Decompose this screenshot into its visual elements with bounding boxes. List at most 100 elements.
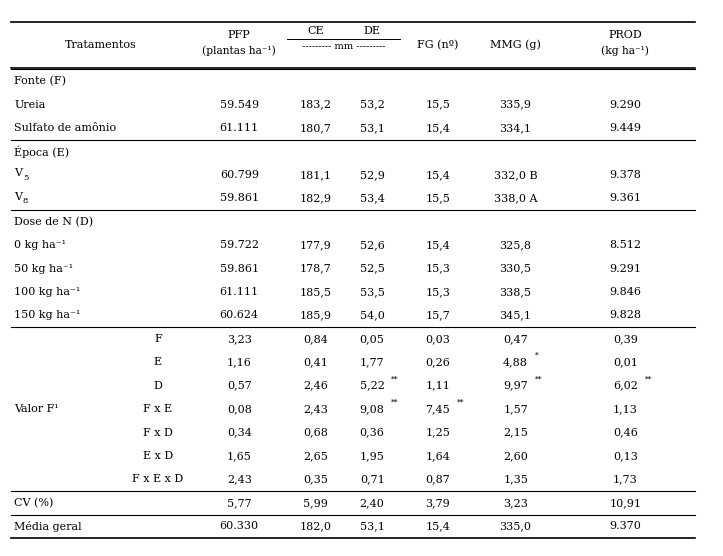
Text: 0,87: 0,87	[425, 474, 450, 484]
Text: Sulfato de amônio: Sulfato de amônio	[14, 123, 116, 133]
Text: 50 kg ha⁻¹: 50 kg ha⁻¹	[14, 264, 74, 274]
Text: 60.799: 60.799	[220, 170, 259, 180]
Text: E: E	[154, 358, 162, 368]
Text: 3,23: 3,23	[227, 334, 252, 344]
Text: 61.111: 61.111	[220, 287, 259, 297]
Text: E x D: E x D	[142, 451, 173, 461]
Text: 150 kg ha⁻¹: 150 kg ha⁻¹	[14, 310, 80, 320]
Text: 1,13: 1,13	[613, 404, 638, 414]
Text: 9.370: 9.370	[609, 522, 641, 532]
Text: 3,79: 3,79	[425, 498, 450, 508]
Text: 335,0: 335,0	[500, 522, 531, 532]
Text: 0,46: 0,46	[613, 428, 638, 438]
Text: 7,45: 7,45	[425, 404, 450, 414]
Text: 9,97: 9,97	[503, 381, 528, 391]
Text: 338,0 A: 338,0 A	[494, 193, 537, 203]
Text: **: **	[391, 399, 399, 406]
Text: 5,99: 5,99	[303, 498, 328, 508]
Text: 1,65: 1,65	[227, 451, 252, 461]
Text: CE: CE	[307, 27, 324, 37]
Text: 53,5: 53,5	[359, 287, 385, 297]
Text: 0,39: 0,39	[613, 334, 638, 344]
Text: 334,1: 334,1	[500, 123, 531, 133]
Text: 9.361: 9.361	[609, 193, 641, 203]
Text: V: V	[14, 192, 22, 202]
Text: Média geral: Média geral	[14, 521, 82, 532]
Text: **: **	[645, 375, 652, 383]
Text: 15,3: 15,3	[425, 287, 450, 297]
Text: **: **	[457, 399, 464, 406]
Text: 9,08: 9,08	[359, 404, 385, 414]
Text: (plantas ha⁻¹): (plantas ha⁻¹)	[202, 45, 276, 56]
Text: 9.846: 9.846	[609, 287, 641, 297]
Text: 15,5: 15,5	[425, 193, 450, 203]
Text: 1,95: 1,95	[359, 451, 385, 461]
Text: Valor F¹: Valor F¹	[14, 404, 59, 414]
Text: 345,1: 345,1	[500, 310, 531, 320]
Text: 15,4: 15,4	[425, 522, 450, 532]
Text: PROD: PROD	[609, 30, 642, 40]
Text: 15,5: 15,5	[425, 100, 450, 110]
Text: Dose de N (D): Dose de N (D)	[14, 216, 93, 227]
Text: 183,2: 183,2	[299, 100, 331, 110]
Text: MMG (g): MMG (g)	[490, 40, 541, 51]
Text: 5,22: 5,22	[359, 381, 385, 391]
Text: 60.624: 60.624	[220, 310, 259, 320]
Text: 60.330: 60.330	[220, 522, 259, 532]
Text: 1,64: 1,64	[425, 451, 450, 461]
Text: (kg ha⁻¹): (kg ha⁻¹)	[602, 45, 649, 56]
Text: 2,46: 2,46	[303, 381, 328, 391]
Text: V: V	[14, 168, 22, 178]
Text: 5,77: 5,77	[227, 498, 252, 508]
Text: 100 kg ha⁻¹: 100 kg ha⁻¹	[14, 287, 80, 297]
Text: 59.861: 59.861	[220, 264, 259, 274]
Text: 54,0: 54,0	[359, 310, 385, 320]
Text: 0,08: 0,08	[227, 404, 252, 414]
Text: F x D: F x D	[143, 428, 173, 438]
Text: 59.722: 59.722	[220, 240, 259, 250]
Text: 15,4: 15,4	[425, 123, 450, 133]
Text: 4,88: 4,88	[503, 358, 528, 368]
Text: 0,34: 0,34	[227, 428, 252, 438]
Text: 2,43: 2,43	[227, 474, 252, 484]
Text: 15,4: 15,4	[425, 240, 450, 250]
Text: 1,25: 1,25	[425, 428, 450, 438]
Text: 325,8: 325,8	[500, 240, 531, 250]
Text: 338,5: 338,5	[500, 287, 531, 297]
Text: 9.449: 9.449	[609, 123, 641, 133]
Text: 9.290: 9.290	[609, 100, 641, 110]
Text: Época (E): Época (E)	[14, 145, 69, 158]
Text: 53,2: 53,2	[359, 100, 385, 110]
Text: 0,05: 0,05	[359, 334, 385, 344]
Text: 9.378: 9.378	[609, 170, 641, 180]
Text: 2,40: 2,40	[359, 498, 385, 508]
Text: 6,02: 6,02	[613, 381, 638, 391]
Text: *: *	[535, 352, 539, 360]
Text: 15,3: 15,3	[425, 264, 450, 274]
Text: 52,6: 52,6	[359, 240, 385, 250]
Text: 59.861: 59.861	[220, 193, 259, 203]
Text: 52,5: 52,5	[359, 264, 385, 274]
Text: CV (%): CV (%)	[14, 498, 54, 508]
Text: 180,7: 180,7	[299, 123, 331, 133]
Text: F x E: F x E	[143, 404, 172, 414]
Text: 185,9: 185,9	[299, 310, 331, 320]
Text: 332,0 B: 332,0 B	[494, 170, 537, 180]
Text: 178,7: 178,7	[299, 264, 331, 274]
Text: Fonte (F): Fonte (F)	[14, 76, 67, 86]
Text: 181,1: 181,1	[299, 170, 331, 180]
Text: 177,9: 177,9	[299, 240, 331, 250]
Text: 0,41: 0,41	[303, 358, 328, 368]
Text: 0,68: 0,68	[303, 428, 328, 438]
Text: 1,11: 1,11	[425, 381, 450, 391]
Text: 1,77: 1,77	[360, 358, 385, 368]
Text: 0,84: 0,84	[303, 334, 328, 344]
Text: 53,4: 53,4	[359, 193, 385, 203]
Text: FG (nº): FG (nº)	[417, 40, 458, 50]
Text: 52,9: 52,9	[359, 170, 385, 180]
Text: 61.111: 61.111	[220, 123, 259, 133]
Text: 1,16: 1,16	[227, 358, 252, 368]
Text: 182,0: 182,0	[299, 522, 331, 532]
Text: 0,26: 0,26	[425, 358, 450, 368]
Text: D: D	[153, 381, 162, 391]
